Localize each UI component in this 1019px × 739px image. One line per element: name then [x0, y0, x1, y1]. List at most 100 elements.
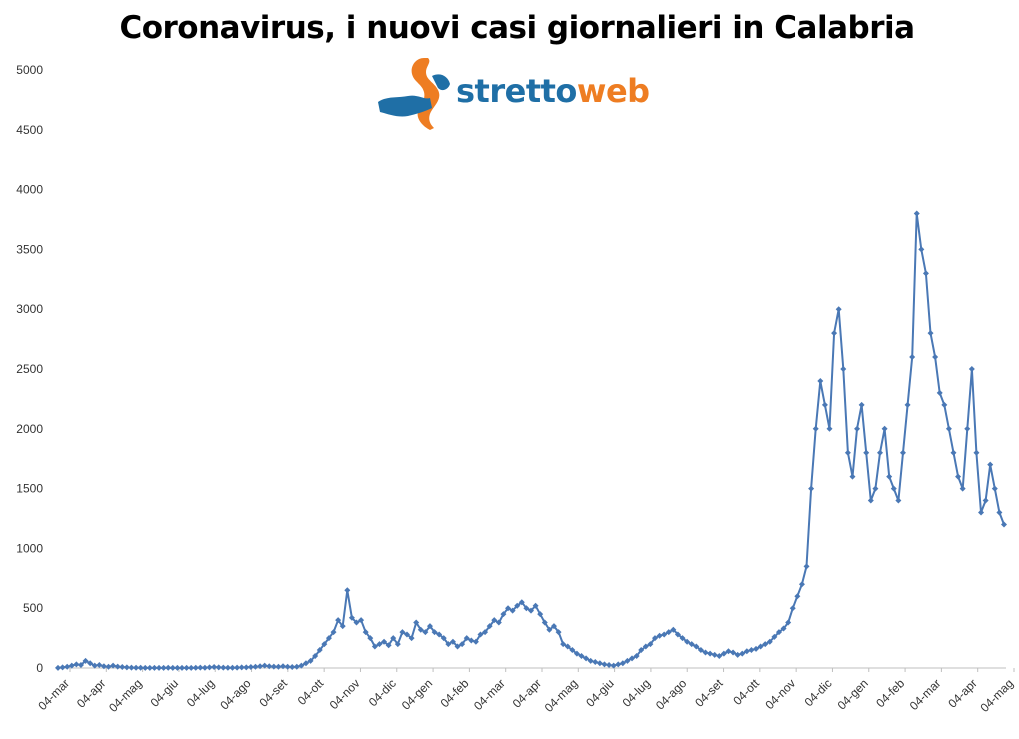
data-point	[133, 664, 140, 671]
data-point	[739, 650, 746, 657]
data-point	[298, 662, 305, 669]
data-point	[82, 657, 89, 664]
data-point	[174, 664, 181, 671]
data-point	[587, 657, 594, 664]
data-point	[353, 619, 360, 626]
data-point	[114, 663, 121, 670]
x-tick-label: 04-mag	[977, 676, 1016, 715]
data-point	[840, 366, 847, 372]
data-point	[711, 651, 718, 658]
data-point	[459, 641, 466, 648]
y-tick-label: 0	[36, 661, 43, 675]
data-point	[766, 638, 773, 645]
y-tick-label: 3000	[16, 302, 43, 316]
data-point	[757, 643, 764, 650]
data-point	[922, 270, 929, 277]
data-point	[665, 629, 672, 636]
data-point	[693, 643, 700, 650]
data-point	[518, 599, 525, 606]
data-point	[697, 647, 704, 654]
data-point	[220, 664, 227, 671]
y-tick-label: 1500	[16, 482, 43, 496]
data-point	[854, 425, 861, 432]
data-point	[978, 509, 985, 516]
data-point	[348, 614, 355, 621]
data-point	[215, 664, 222, 671]
data-point	[863, 449, 870, 456]
data-point	[541, 619, 548, 626]
data-point	[647, 641, 654, 648]
data-point	[367, 635, 374, 642]
x-tick-label: 04-giu	[148, 676, 181, 709]
x-tick-label: 04-ott	[730, 676, 762, 708]
data-point	[77, 662, 84, 669]
data-point	[734, 651, 741, 658]
data-point	[932, 354, 939, 361]
data-point	[404, 631, 411, 638]
data-point	[339, 623, 346, 630]
x-tick-label: 04-mar	[35, 676, 72, 713]
data-point	[817, 377, 824, 384]
data-point	[243, 664, 250, 671]
x-tick-label: 04-gen	[399, 676, 435, 712]
data-point	[877, 449, 884, 456]
data-point	[123, 664, 130, 671]
data-point	[844, 449, 851, 456]
data-point	[624, 657, 631, 664]
data-point	[206, 664, 213, 671]
data-point	[100, 663, 107, 670]
data-point	[886, 473, 893, 480]
data-point	[394, 641, 401, 648]
x-tick-label: 04-gen	[835, 676, 871, 712]
data-point	[881, 425, 888, 432]
data-point	[64, 663, 71, 670]
x-tick-label: 04-apr	[510, 676, 544, 710]
data-point	[651, 635, 658, 642]
data-point	[472, 638, 479, 645]
data-point	[449, 638, 456, 645]
data-point	[284, 663, 291, 670]
data-point	[399, 629, 406, 636]
data-point	[362, 629, 369, 636]
data-point	[87, 660, 94, 667]
data-point	[142, 664, 149, 671]
data-point	[895, 497, 902, 504]
data-point	[307, 657, 314, 664]
data-point	[858, 401, 865, 408]
data-point	[720, 650, 727, 657]
data-point	[835, 306, 842, 313]
x-tick-label: 04-lug	[620, 676, 653, 709]
x-tick-label: 04-set	[692, 676, 726, 710]
x-tick-label: 04-nov	[762, 676, 798, 712]
data-point	[560, 641, 567, 648]
data-point	[945, 425, 952, 432]
x-tick-label: 04-ott	[295, 676, 327, 708]
data-point	[936, 389, 943, 396]
data-point	[899, 449, 906, 456]
data-point	[440, 635, 447, 642]
data-point	[821, 401, 828, 408]
data-point	[275, 663, 282, 670]
data-point	[785, 619, 792, 626]
x-tick-label: 04-lug	[184, 676, 217, 709]
data-point	[482, 629, 489, 636]
data-point	[537, 611, 544, 618]
data-point	[583, 655, 590, 662]
data-point	[730, 649, 737, 656]
data-point	[514, 602, 521, 609]
sicily-calabria-map-icon	[378, 58, 450, 130]
data-point	[968, 366, 975, 372]
data-point	[257, 663, 264, 670]
data-point	[119, 664, 126, 671]
data-point	[408, 635, 415, 642]
data-point	[670, 626, 677, 633]
data-point	[573, 650, 580, 657]
logo-wordmark: strettoweb	[456, 72, 650, 110]
data-point	[321, 641, 328, 648]
data-point	[73, 661, 80, 668]
data-point	[234, 664, 241, 671]
data-point	[909, 354, 916, 361]
data-point	[371, 643, 378, 650]
data-point	[679, 635, 686, 642]
